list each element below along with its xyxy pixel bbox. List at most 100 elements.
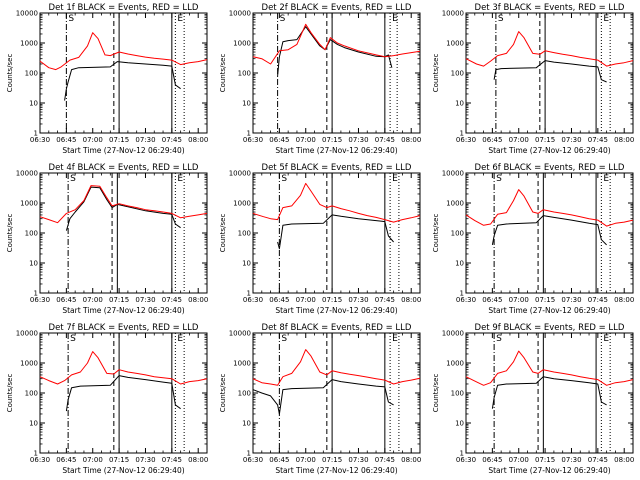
events-rate-series <box>277 26 393 76</box>
x-tick-label: 07:15 <box>322 456 342 464</box>
x-tick-label: 07:00 <box>83 296 103 304</box>
chart-title: Det 9f BLACK = Events, RED = LLD <box>475 323 625 333</box>
x-tick-label: 07:30 <box>135 456 155 464</box>
x-tick-label: 07:00 <box>83 136 103 144</box>
y-tick-label: 10 <box>242 420 251 428</box>
chart-title: Det 2f BLACK = Events, RED = LLD <box>262 3 412 13</box>
events-rate-series <box>491 376 607 409</box>
events-rate-series <box>277 214 394 250</box>
y-tick-label: 10 <box>455 260 464 268</box>
start-marker-label: S <box>281 174 287 184</box>
chart-panel: Det 7f BLACK = Events, RED = LLD Counts/s… <box>6 323 208 475</box>
y-tick-label: 100 <box>451 230 464 238</box>
y-tick-label: 10000 <box>16 10 38 18</box>
x-tick-label: 07:30 <box>561 456 581 464</box>
x-axis-label: Start Time (27-Nov-12 06:29:40) <box>488 306 610 315</box>
events-rate-series <box>65 375 181 412</box>
plot-frame <box>465 332 634 454</box>
x-tick-label: 07:15 <box>322 296 342 304</box>
x-tick-label: 07:45 <box>375 456 395 464</box>
x-tick-label: 06:45 <box>482 456 502 464</box>
x-axis-label: Start Time (27-Nov-12 06:29:40) <box>488 466 610 475</box>
y-tick-label: 100 <box>238 230 251 238</box>
x-tick-label: 07:45 <box>588 456 608 464</box>
plot-frame <box>252 172 421 294</box>
x-tick-label: 06:30 <box>30 456 50 464</box>
lld-rate-series <box>465 189 634 227</box>
events-rate-series <box>252 379 394 415</box>
y-axis-label: Counts/sec <box>432 54 440 93</box>
chart-title: Det 7f BLACK = Events, RED = LLD <box>49 323 199 333</box>
x-tick-label: 07:45 <box>162 296 182 304</box>
x-tick-label: 06:45 <box>269 296 289 304</box>
x-tick-label: 07:00 <box>509 456 529 464</box>
x-tick-label: 07:30 <box>561 296 581 304</box>
x-tick-label: 07:00 <box>83 456 103 464</box>
y-tick-label: 100 <box>238 390 251 398</box>
chart-title: Det 1f BLACK = Events, RED = LLD <box>49 3 199 13</box>
chart-title: Det 3f BLACK = Events, RED = LLD <box>475 3 625 13</box>
x-tick-label: 06:30 <box>243 456 263 464</box>
x-tick-label: 06:30 <box>243 296 263 304</box>
plot-frame <box>39 12 208 134</box>
y-axis-label: Counts/sec <box>432 214 440 253</box>
x-tick-label: 07:45 <box>588 296 608 304</box>
plot-frame <box>465 172 634 294</box>
x-tick-label: 06:30 <box>456 136 476 144</box>
y-tick-label: 1 <box>34 130 38 138</box>
y-tick-label: 10000 <box>442 330 464 338</box>
y-tick-label: 10 <box>242 260 251 268</box>
y-tick-label: 100 <box>451 390 464 398</box>
x-axis-label: Start Time (27-Nov-12 06:29:40) <box>275 146 397 155</box>
end-marker-label: E <box>177 174 183 184</box>
x-tick-label: 07:00 <box>509 296 529 304</box>
start-marker-label: S <box>280 14 286 24</box>
x-axis-label: Start Time (27-Nov-12 06:29:40) <box>62 466 184 475</box>
x-tick-label: 08:00 <box>188 296 208 304</box>
start-marker-label: S <box>68 14 74 24</box>
x-tick-label: 07:30 <box>348 456 368 464</box>
y-tick-label: 10000 <box>229 170 251 178</box>
lld-rate-series <box>465 31 634 67</box>
x-tick-label: 07:30 <box>348 296 368 304</box>
x-axis-label: Start Time (27-Nov-12 06:29:40) <box>488 146 610 155</box>
y-tick-label: 10 <box>29 260 38 268</box>
chart-panel: Det 4f BLACK = Events, RED = LLD Counts/s… <box>6 163 208 315</box>
x-axis-label: Start Time (27-Nov-12 06:29:40) <box>62 146 184 155</box>
y-axis-label: Counts/sec <box>6 374 14 413</box>
y-tick-label: 10 <box>29 420 38 428</box>
x-tick-label: 07:30 <box>135 136 155 144</box>
lld-rate-series <box>39 32 208 71</box>
y-tick-label: 1 <box>460 130 464 138</box>
x-tick-label: 07:00 <box>509 136 529 144</box>
x-axis-label: Start Time (27-Nov-12 06:29:40) <box>275 306 397 315</box>
x-tick-label: 06:45 <box>482 136 502 144</box>
y-tick-label: 1000 <box>20 200 38 208</box>
plot-frame <box>465 12 634 134</box>
lld-rate-series <box>39 351 208 385</box>
x-tick-label: 07:30 <box>135 296 155 304</box>
x-tick-label: 06:45 <box>56 136 76 144</box>
chart-title: Det 4f BLACK = Events, RED = LLD <box>49 163 199 173</box>
y-tick-label: 1 <box>34 450 38 458</box>
x-tick-label: 08:00 <box>188 456 208 464</box>
x-tick-label: 06:30 <box>456 296 476 304</box>
y-tick-label: 1000 <box>446 40 464 48</box>
x-tick-label: 08:00 <box>401 296 421 304</box>
y-tick-label: 10 <box>242 100 251 108</box>
chart-panel: Det 6f BLACK = Events, RED = LLD Counts/s… <box>432 163 634 315</box>
y-tick-label: 1000 <box>446 200 464 208</box>
start-marker-label: S <box>70 334 76 344</box>
lld-rate-series <box>39 185 208 224</box>
x-axis-label: Start Time (27-Nov-12 06:29:40) <box>275 466 397 475</box>
y-tick-label: 10000 <box>442 10 464 18</box>
x-tick-label: 06:45 <box>482 296 502 304</box>
y-axis-label: Counts/sec <box>6 214 14 253</box>
x-tick-label: 07:30 <box>561 136 581 144</box>
y-tick-label: 10 <box>455 100 464 108</box>
x-tick-label: 07:15 <box>109 136 129 144</box>
end-marker-label: E <box>603 14 609 24</box>
y-tick-label: 1 <box>34 290 38 298</box>
end-marker-label: E <box>392 174 398 184</box>
